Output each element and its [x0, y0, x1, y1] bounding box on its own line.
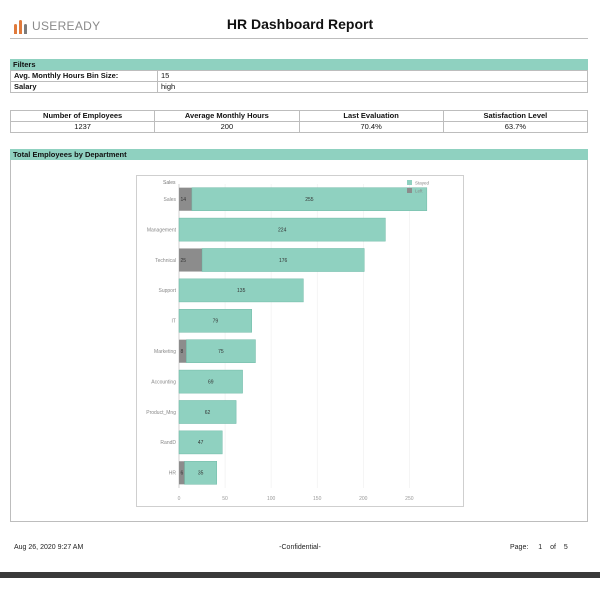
- data-label-left: 25: [181, 258, 187, 264]
- footer-confidential: -Confidential-: [279, 544, 321, 551]
- x-tick-label: 250: [405, 496, 414, 502]
- bar-stayed-hr: [184, 461, 217, 485]
- bar-left-technical: [179, 248, 203, 272]
- category-label: Support: [158, 288, 176, 294]
- filter-value: high: [157, 81, 588, 93]
- page-number: 1: [538, 544, 543, 551]
- data-label-stayed: 79: [213, 319, 219, 325]
- bar-stayed-sales: [191, 187, 428, 211]
- footer-page: Page: 1 of 5: [510, 544, 568, 551]
- page-total: 5: [563, 544, 568, 551]
- chart-panel: [10, 160, 588, 522]
- kpi-value-evaluation: 70.4%: [298, 121, 444, 133]
- x-tick-label: 150: [313, 496, 322, 502]
- department-bar-chart: 0 50 100 150 200 250 Sales Sales 14 255 Management…: [146, 180, 430, 502]
- y-axis-title: Sales: [163, 180, 176, 186]
- footer-date: Aug 26, 2020 9:27 AM: [14, 544, 84, 551]
- filter-row: Avg. Monthly Hours Bin Size: 15: [10, 70, 588, 82]
- viewer-bottom-bar: [0, 572, 600, 578]
- bar-left-sales: [179, 187, 192, 211]
- filter-value: 15: [157, 70, 588, 82]
- category-label: IT: [172, 319, 176, 325]
- data-label-stayed: 69: [208, 379, 214, 385]
- category-label: HR: [169, 471, 177, 477]
- filter-row: Salary high: [10, 81, 588, 93]
- filter-label: Salary: [10, 81, 158, 93]
- kpi-header-evaluation: Last Evaluation: [298, 110, 444, 122]
- bar-stayed-management: [178, 217, 386, 242]
- data-label-stayed: 35: [198, 471, 204, 477]
- legend-swatch-stayed: [407, 180, 412, 185]
- bar-stayed-marketing: [186, 339, 256, 363]
- page-of-label: of: [550, 544, 556, 551]
- data-label-left: 6: [181, 471, 184, 477]
- bar-left-hr: [179, 461, 185, 485]
- userready-logo: USEREADY: [12, 16, 102, 36]
- filters-table: Avg. Monthly Hours Bin Size: 15 Salary h…: [10, 70, 588, 93]
- category-label: Technical: [155, 258, 176, 264]
- data-label-stayed: 176: [279, 258, 288, 264]
- x-tick-label: 100: [267, 496, 276, 502]
- kpi-value-employees: 1237: [9, 121, 156, 133]
- kpi-header-hours: Average Monthly Hours: [154, 110, 300, 122]
- data-label-stayed: 224: [278, 227, 287, 233]
- category-label: RandD: [160, 440, 176, 446]
- bar-stayed-randd: [178, 430, 223, 455]
- data-label-stayed: 62: [205, 410, 211, 416]
- bar-left-marketing: [179, 339, 187, 363]
- kpi-header-employees: Number of Employees: [9, 110, 156, 122]
- category-label: Product_Mng: [146, 410, 176, 416]
- filter-label: Avg. Monthly Hours Bin Size:: [10, 70, 158, 82]
- bar-stayed-accounting: [178, 369, 243, 394]
- data-label-stayed: 47: [198, 440, 204, 446]
- kpi-value-satisfaction: 63.7%: [442, 121, 589, 133]
- category-label: Accounting: [151, 379, 176, 385]
- legend-swatch-left: [407, 188, 412, 193]
- chart-section-header: Total Employees by Department: [10, 149, 588, 160]
- data-label-left: 14: [181, 197, 187, 203]
- data-label-left: 8: [181, 349, 184, 355]
- x-tick-label: 200: [359, 496, 368, 502]
- kpi-value-hours: 200: [154, 121, 300, 133]
- category-label: Sales: [163, 197, 176, 203]
- data-label-stayed: 135: [237, 288, 246, 294]
- page-label: Page:: [510, 544, 529, 551]
- data-label-stayed: 75: [218, 349, 224, 355]
- bar-stayed-technical: [201, 248, 365, 272]
- chart-frame: 0 50 100 150 200 250 Sales Sales 14 255 Management…: [136, 175, 464, 507]
- x-tick-label: 0: [178, 496, 181, 502]
- data-label-stayed: 255: [305, 197, 314, 203]
- kpi-header-satisfaction: Satisfaction Level: [442, 110, 589, 122]
- filters-section-header: Filters: [10, 59, 588, 70]
- bar-stayed-support: [178, 278, 304, 303]
- legend-label-stayed: Stayed: [415, 181, 430, 186]
- kpi-table: Number of Employees Average Monthly Hour…: [9, 110, 589, 133]
- legend-label-left: Left: [415, 189, 423, 194]
- category-label: Management: [147, 227, 177, 233]
- bar-stayed-it: [178, 309, 252, 333]
- bar-stayed-product_mng: [178, 400, 237, 424]
- header-divider: [10, 38, 588, 39]
- report-title: HR Dashboard Report: [226, 16, 374, 32]
- category-label: Marketing: [154, 349, 176, 355]
- logo-text: USEREADY: [32, 19, 101, 33]
- x-tick-label: 50: [222, 496, 228, 502]
